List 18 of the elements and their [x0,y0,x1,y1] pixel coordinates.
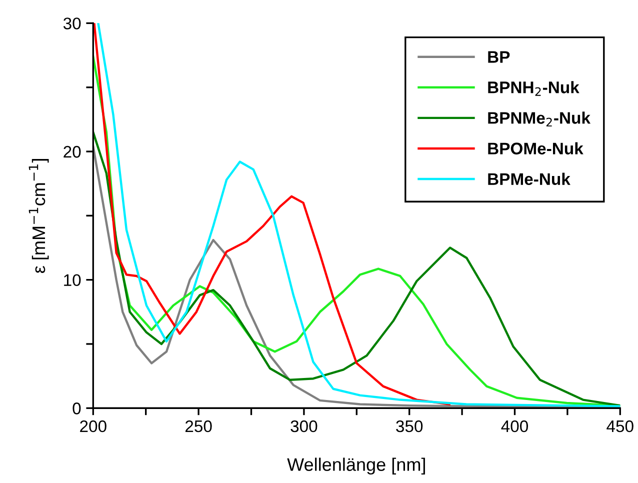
legend-label: BPNMe$_{2}$-Nuk [488,112,590,126]
line-series [93,23,450,406]
x-axis-title: Wellenlänge [nm] [287,458,425,475]
legend-label: BPMe-Nuk [488,172,570,186]
legend-label: BP [488,51,510,63]
x-tick-label: 250 [185,420,212,432]
y-tick-label: 0 [72,402,81,414]
y-tick-label: 30 [63,18,81,30]
y-tick-label: 20 [64,146,81,158]
x-tick-label: 300 [290,420,318,432]
x-tick-label: 450 [606,420,634,432]
x-tick-label: 400 [501,420,528,432]
y-axis-title: ε [mM$^{−1}$cm$^{−1}$] [28,159,49,273]
x-tick-label: 350 [396,420,423,432]
legend-label: BPNH$_{2}$-Nuk [488,81,580,96]
legend-label: BPOMe-Nuk [488,142,584,154]
y-tick-label: 10 [64,274,81,286]
x-tick-label: 200 [80,420,106,432]
